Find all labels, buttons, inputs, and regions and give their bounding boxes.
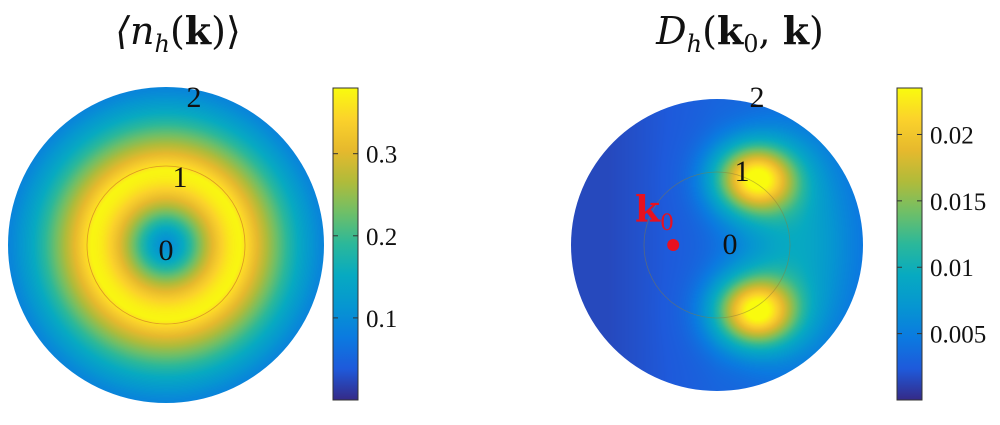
k0-label-k: k [635, 189, 661, 231]
title-right-comma: , [759, 9, 783, 53]
title-left-k: k [185, 8, 212, 53]
left-colorbar-tick-label: 0.2 [366, 224, 397, 251]
title-left-sub: h [155, 30, 170, 58]
panel-left: ⟨nh(k)⟩ 2 1 0 0.1 0.2 0.3 [8, 8, 397, 403]
title-right-paren: ( [702, 9, 717, 53]
grid-ring-r1-right [643, 171, 791, 319]
radial-label-0-left: 0 [159, 234, 174, 267]
title-right-close: ) [809, 9, 824, 53]
title-left: ⟨nh(k)⟩ [115, 8, 241, 58]
title-right-k0-sub: 0 [743, 30, 758, 58]
radial-label-0-right: 0 [723, 228, 738, 261]
title-right: Dh(k0, k) [655, 8, 824, 58]
right-colorbar-tick-label: 0.02 [930, 122, 974, 149]
k0-label-sub: 0 [660, 211, 674, 236]
left-colorbar-tick-label: 0.3 [366, 142, 397, 169]
right-colorbar-tick-label: 0.01 [930, 255, 974, 282]
title-right-k: k [783, 8, 810, 53]
radial-label-1-left: 1 [173, 161, 188, 194]
colorbar-right-bar [896, 87, 923, 401]
title-right-D: D [655, 9, 686, 53]
colorbar-left-bar [332, 87, 359, 401]
title-right-sub: h [687, 30, 702, 58]
radial-label-2-right: 2 [750, 81, 765, 114]
colorbar-left: 0.1 0.2 0.3 [332, 87, 397, 401]
title-left-n: n [130, 9, 154, 53]
radial-label-1-right: 1 [735, 155, 750, 188]
left-colorbar-tick-label: 0.1 [366, 306, 397, 333]
k0-label: k0 [635, 189, 674, 236]
title-right-k0: k [717, 8, 744, 53]
radial-label-2-left: 2 [187, 81, 202, 114]
title-left-paren: ( [170, 9, 185, 53]
colorbar-right: 0.005 0.01 0.015 0.02 [896, 87, 986, 401]
right-colorbar-tick-label: 0.015 [930, 189, 986, 216]
grid-ring-r1-left [86, 165, 246, 325]
heatmap-right [571, 99, 863, 391]
right-colorbar-tick-label: 0.005 [930, 322, 986, 349]
title-left-open: ⟨ [115, 9, 131, 53]
heatmap-right-fo [571, 99, 863, 391]
title-left-close: )⟩ [211, 9, 241, 53]
k0-point [667, 239, 680, 251]
